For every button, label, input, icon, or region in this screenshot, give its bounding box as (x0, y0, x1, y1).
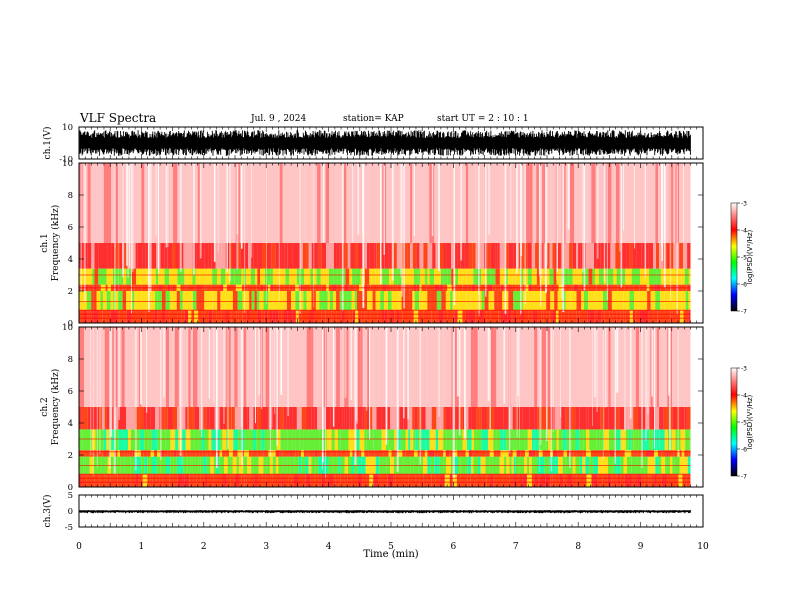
spectrogram-streaks (80, 164, 684, 316)
y-tick-label: 0 (68, 319, 73, 329)
x-tick-label: 2 (201, 542, 207, 552)
waveform-path (79, 510, 691, 514)
spectrogram-band (79, 291, 691, 311)
svg-text:ch.1: ch.1 (40, 233, 50, 252)
x-tick-label: 3 (263, 542, 269, 552)
ch1-voltage-axis-label: ch.1(V) (42, 127, 53, 160)
y-tick-label: 8 (68, 355, 73, 365)
x-tick-label: 8 (575, 542, 581, 552)
spectrogram-band (79, 429, 691, 451)
x-tick-label: 6 (451, 542, 457, 552)
y-tick-label: 10 (62, 323, 73, 333)
ch1-spectrogram (79, 163, 703, 323)
y-tick-label: 0 (68, 483, 73, 493)
x-tick-label: 9 (638, 542, 644, 552)
x-tick-label: 7 (513, 542, 519, 552)
station-label: station= KAP (343, 114, 404, 124)
y-tick-label: 8 (68, 191, 73, 201)
colorbar-tick-label: -7 (741, 474, 747, 481)
spectrogram-band (79, 243, 691, 269)
ch1-frequency-axis-label: ch.1 Frequency (kHz) (40, 205, 61, 282)
y-tick-label: 10 (62, 159, 73, 169)
ch3-waveform-trace (79, 510, 691, 514)
y-tick-label: 10 (62, 123, 73, 133)
colorbar-tick-label: -3 (741, 201, 747, 208)
spectrogram-no-data (690, 163, 703, 323)
colorbar-tick-label: -6 (741, 447, 747, 454)
spectrogram-harmonic-lines (79, 274, 691, 319)
colorbar-tick-label: -4 (741, 228, 747, 235)
spectrogram-no-data (690, 327, 703, 487)
ch2-colorbar (730, 367, 738, 477)
x-tick-label: 5 (388, 542, 394, 552)
spectrogram-band (79, 407, 691, 430)
colorbar-tick-label: -3 (741, 366, 747, 373)
ch1-colorbar-label: log(PSD)(V²/Hz) (746, 229, 754, 284)
spectrogram-harmonic-lines (79, 438, 691, 483)
y-tick-label: 4 (68, 255, 73, 265)
y-tick-label: 5 (68, 491, 73, 501)
colorbar-tick-label: -5 (741, 420, 747, 427)
x-tick-label: 0 (76, 542, 82, 552)
y-tick-label: -10 (59, 155, 73, 165)
x-tick-label: 1 (139, 542, 145, 552)
colorbar-ticks: -3 -4 -5 -6 -7 -3 -4 -5 -6 -7 (737, 201, 747, 481)
ch2-frequency-axis-label: ch.2 Frequency (kHz) (40, 369, 61, 446)
svg-text:ch.2: ch.2 (40, 397, 50, 416)
colorbar-tick-label: -5 (741, 255, 747, 262)
y-tick-label: 2 (68, 287, 73, 297)
y-tick-label: 6 (68, 223, 73, 233)
y-tick-label: 0 (68, 507, 73, 517)
start-ut-label: start UT = 2 : 10 : 1 (437, 114, 529, 124)
ch3-voltage-axis-label: ch.3(V) (42, 495, 53, 528)
spectrogram-band (79, 327, 691, 407)
waveform-path (79, 130, 691, 156)
x-tick-label: 10 (697, 542, 709, 552)
svg-text:Frequency (kHz): Frequency (kHz) (50, 205, 61, 282)
figure-title: VLF Spectra (80, 111, 157, 125)
ch1-colorbar (730, 202, 738, 312)
y-tick-label: 6 (68, 387, 73, 397)
y-tick-label: 2 (68, 451, 73, 461)
y-tick-label: -5 (65, 523, 73, 533)
ch1-waveform-trace (79, 130, 691, 156)
spectrogram-band (79, 310, 691, 323)
colorbar-tick-label: -4 (741, 393, 747, 400)
colorbar-tick-label: -7 (741, 309, 747, 316)
svg-text:Frequency (kHz): Frequency (kHz) (50, 369, 61, 446)
spectrogram-streaks (90, 328, 679, 479)
ch2-colorbar-label: log(PSD)(V²/Hz) (746, 394, 754, 449)
spectrogram-band (79, 474, 691, 487)
y-tick-label: 4 (68, 419, 73, 429)
spectrogram-band (79, 268, 691, 285)
x-tick-label: 4 (326, 542, 332, 552)
ch2-spectrogram (79, 327, 703, 487)
colorbar-tick-label: -6 (741, 282, 747, 289)
spectrogram-band (79, 450, 691, 457)
time-axis-label: Time (min) (363, 549, 418, 560)
date-label: Jul. 9 , 2024 (251, 114, 307, 124)
